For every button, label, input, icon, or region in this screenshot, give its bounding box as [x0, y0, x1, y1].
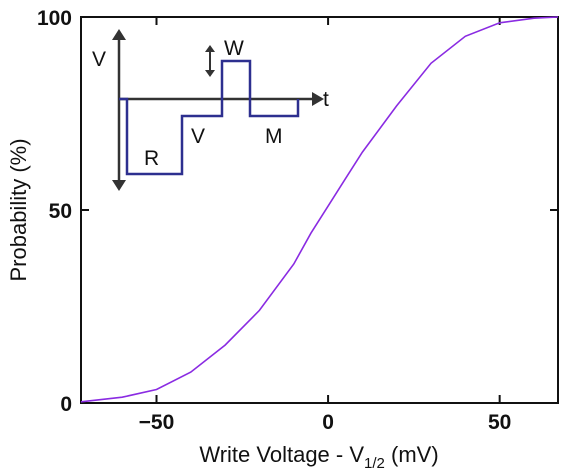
- y-tick-label: 100: [37, 7, 72, 30]
- inset-w-arrow-up-icon: [205, 45, 215, 52]
- plot-frame: [80, 16, 559, 404]
- x-tick-label: 0: [322, 411, 334, 434]
- x-tick-label: 50: [488, 411, 511, 434]
- probability-curve: [80, 16, 559, 403]
- x-axis-title-subscript: 1/2: [364, 455, 385, 472]
- inset-t-label: t: [323, 88, 329, 111]
- y-tick-label: 0: [60, 393, 72, 416]
- pulse-diagram-inset: V t R V W M: [92, 29, 329, 191]
- x-tick-label: −50: [139, 411, 175, 434]
- inset-v-label: V: [92, 48, 106, 71]
- inset-pulse-v-label: V: [191, 125, 205, 148]
- inset-v-arrow-up-icon: [112, 29, 126, 40]
- y-tick-label: 50: [49, 200, 72, 223]
- inset-pulse-m-label: M: [265, 125, 283, 148]
- inset-t-arrow-icon: [312, 92, 324, 106]
- inset-pulse-w-label: W: [224, 37, 244, 60]
- y-axis-title: Probability (%): [6, 138, 31, 281]
- inset-v-arrow-down-icon: [112, 180, 126, 191]
- tick-marks: [81, 16, 558, 404]
- x-axis-title-unit: (mV): [385, 442, 439, 467]
- x-axis-title-main: Write Voltage - V: [199, 442, 364, 467]
- tick-labels: −50 0 50 0 50 100: [37, 7, 511, 434]
- inset-w-arrow-down-icon: [205, 70, 215, 77]
- inset-pulse-r-label: R: [144, 147, 159, 170]
- x-axis-title: Write Voltage - V1/2 (mV): [199, 442, 438, 472]
- inset-pulse-waveform: [119, 59, 300, 176]
